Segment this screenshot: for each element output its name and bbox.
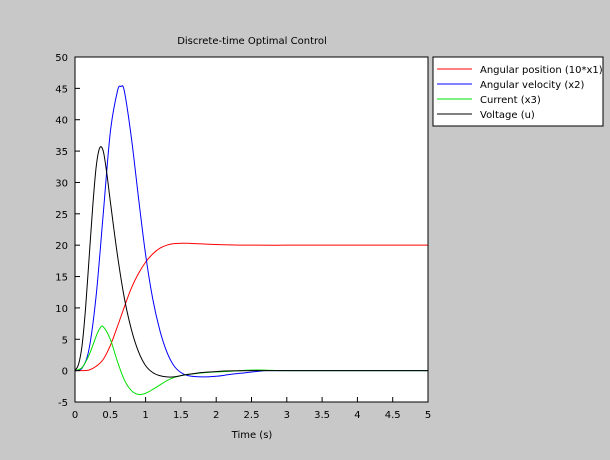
- x-axis: 0 0.5 1 1.5 2 2.5 3 3.5 4 4.5 5: [72, 397, 431, 421]
- chart-title: Discrete-time Optimal Control: [177, 36, 327, 47]
- legend-label: Angular position (10*x1): [480, 65, 603, 76]
- legend-label: Voltage (u): [480, 110, 535, 121]
- y-tick-label: 25: [55, 210, 68, 221]
- x-tick-label: 5: [425, 410, 431, 421]
- series-line-angular-velocity-x2: [74, 85, 428, 378]
- legend-entries: Angular position (10*x1) Angular velocity…: [437, 65, 603, 121]
- y-tick-label: 30: [55, 178, 68, 189]
- plot-area: [75, 57, 428, 402]
- y-tick-label: 40: [55, 116, 68, 127]
- y-tick-label: 50: [55, 53, 68, 64]
- x-axis-label: Time (s): [231, 430, 273, 441]
- y-tick-label: 10: [55, 304, 68, 315]
- x-tick-label: 2: [213, 410, 219, 421]
- x-tick-label: 3: [284, 410, 290, 421]
- legend-label: Angular velocity (x2): [480, 80, 585, 91]
- series-layer: [74, 85, 429, 396]
- x-tick-label: 1: [142, 410, 148, 421]
- x-tick-label: 3.5: [314, 410, 330, 421]
- y-tick-label: 5: [62, 335, 68, 346]
- x-tick-label: 2.5: [244, 410, 260, 421]
- y-tick-label: 20: [55, 241, 68, 252]
- y-tick-label: 35: [55, 147, 68, 158]
- legend-label: Current (x3): [480, 95, 541, 106]
- series-line-voltage-u: [74, 146, 429, 378]
- x-tick-label: 4.5: [385, 410, 401, 421]
- y-tick-label: 45: [55, 84, 68, 95]
- series-line-angular-position-10-x1: [74, 242, 428, 372]
- y-tick-label: -5: [58, 398, 68, 409]
- legend: Angular position (10*x1) Angular velocity…: [432, 56, 604, 127]
- y-axis: -5 0 5 10 15 20 25 30 35 40 45 50: [55, 53, 80, 409]
- x-tick-label: 0: [72, 410, 78, 421]
- series-line-current-x3: [74, 325, 428, 396]
- x-tick-label: 1.5: [173, 410, 189, 421]
- x-tick-label: 0.5: [102, 410, 118, 421]
- y-tick-label: 0: [62, 367, 68, 378]
- x-tick-label: 4: [354, 410, 360, 421]
- y-tick-label: 15: [55, 273, 68, 284]
